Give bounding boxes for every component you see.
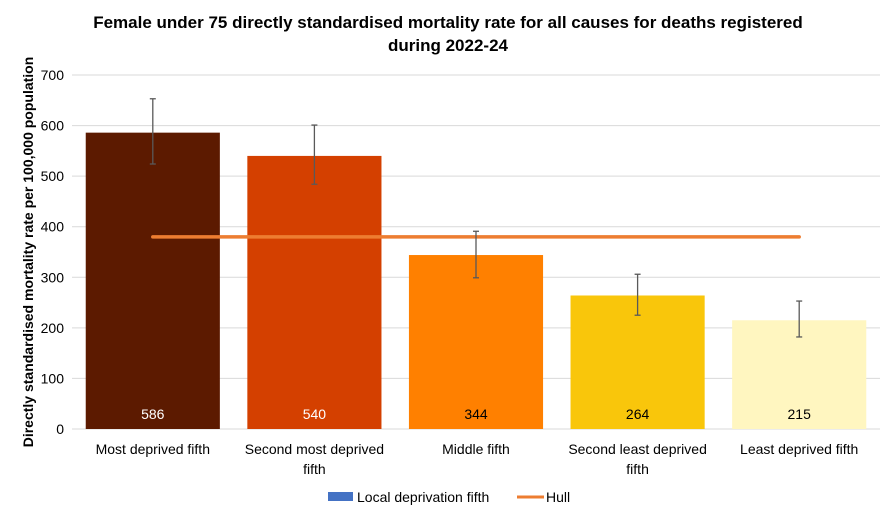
bar (408, 255, 544, 429)
y-tick-label: 700 (41, 67, 65, 83)
bar (85, 132, 220, 429)
y-tick-label: 200 (41, 320, 65, 336)
y-tick-label: 500 (41, 168, 65, 184)
data-label: 540 (303, 406, 327, 422)
bar (570, 295, 705, 429)
legend-label-hull: Hull (546, 489, 570, 505)
x-tick-label: Second least deprived (568, 441, 707, 457)
y-axis-label: Directly standardised mortality rate per… (20, 57, 36, 448)
y-tick-label: 600 (41, 118, 65, 134)
chart-title-line-1: Female under 75 directly standardised mo… (93, 13, 803, 32)
x-tick-label: Middle fifth (442, 441, 510, 457)
y-tick-label: 400 (41, 219, 65, 235)
x-tick-label: Least deprived fifth (740, 441, 858, 457)
data-label: 344 (464, 406, 488, 422)
legend-swatch-local-deprivation-fifth (328, 492, 353, 501)
x-tick-label: fifth (303, 461, 326, 477)
x-tick-label: Second most deprived (245, 441, 384, 457)
x-tick-label: fifth (626, 461, 649, 477)
y-tick-label: 100 (41, 370, 65, 386)
y-tick-label: 300 (41, 269, 65, 285)
chart-title-line-2: during 2022-24 (388, 36, 509, 55)
bar (247, 155, 382, 429)
y-tick-label: 0 (56, 421, 64, 437)
data-label: 586 (141, 406, 165, 422)
legend: Local deprivation fifth Hull (328, 489, 570, 505)
bar (732, 320, 867, 429)
data-label: 264 (626, 406, 650, 422)
x-tick-label: Most deprived fifth (96, 441, 210, 457)
data-label: 215 (788, 406, 812, 422)
legend-label-local-deprivation-fifth: Local deprivation fifth (357, 489, 489, 505)
